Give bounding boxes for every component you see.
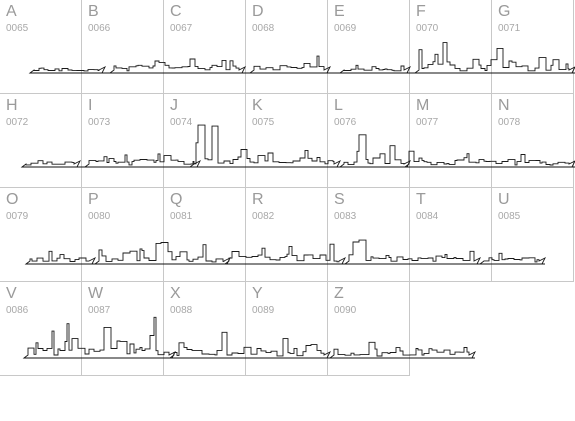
glyph-cell-n[interactable]: N 0078 xyxy=(492,94,574,188)
glyph-letter: H xyxy=(6,97,18,114)
glyph-code: 0078 xyxy=(498,117,521,128)
glyph-letter: T xyxy=(416,191,426,208)
glyph-code: 0070 xyxy=(416,23,439,34)
glyph-cell-d[interactable]: D 0068 xyxy=(246,0,328,94)
glyph-letter: Q xyxy=(170,191,183,208)
glyph-letter: K xyxy=(252,97,263,114)
glyph-letter: F xyxy=(416,3,426,20)
glyph-cell-e[interactable]: E 0069 xyxy=(328,0,410,94)
glyph-cell-s[interactable]: S 0083 xyxy=(328,188,410,282)
glyph-cell-b[interactable]: B 0066 xyxy=(82,0,164,94)
glyph-code: 0088 xyxy=(170,305,193,316)
glyph-cell-h[interactable]: H 0072 xyxy=(0,94,82,188)
glyph-code: 0086 xyxy=(6,305,29,316)
glyph-code: 0077 xyxy=(416,117,439,128)
glyph-code: 0074 xyxy=(170,117,193,128)
glyph-letter: A xyxy=(6,3,17,20)
glyph-cell-o[interactable]: O 0079 xyxy=(0,188,82,282)
glyph-code: 0080 xyxy=(88,211,111,222)
glyph-code: 0071 xyxy=(498,23,521,34)
glyph-code: 0089 xyxy=(252,305,275,316)
glyph-letter: J xyxy=(170,97,178,114)
glyph-letter: O xyxy=(6,191,19,208)
glyph-code: 0090 xyxy=(334,305,357,316)
glyph-letter: W xyxy=(88,285,104,302)
glyph-code: 0079 xyxy=(6,211,29,222)
glyph-letter: D xyxy=(252,3,264,20)
glyph-code: 0082 xyxy=(252,211,275,222)
glyph-cell-v[interactable]: V 0086 xyxy=(0,282,82,376)
glyph-letter: E xyxy=(334,3,345,20)
glyph-code: 0081 xyxy=(170,211,193,222)
glyph-letter: U xyxy=(498,191,510,208)
glyph-code: 0065 xyxy=(6,23,29,34)
glyph-code: 0068 xyxy=(252,23,275,34)
glyph-cell-w[interactable]: W 0087 xyxy=(82,282,164,376)
glyph-code: 0072 xyxy=(6,117,29,128)
glyph-cell-j[interactable]: J 0074 xyxy=(164,94,246,188)
glyph-letter: C xyxy=(170,3,182,20)
glyph-cell-c[interactable]: C 0067 xyxy=(164,0,246,94)
glyph-cell-g[interactable]: G 0071 xyxy=(492,0,574,94)
glyph-cell-m[interactable]: M 0077 xyxy=(410,94,492,188)
glyph-code: 0067 xyxy=(170,23,193,34)
glyph-letter: G xyxy=(498,3,511,20)
glyph-cell-p[interactable]: P 0080 xyxy=(82,188,164,282)
glyph-letter: I xyxy=(88,97,93,114)
glyph-cell-q[interactable]: Q 0081 xyxy=(164,188,246,282)
glyph-code: 0087 xyxy=(88,305,111,316)
glyph-letter: Y xyxy=(252,285,263,302)
glyph-cell-l[interactable]: L 0076 xyxy=(328,94,410,188)
glyph-code: 0083 xyxy=(334,211,357,222)
glyph-code: 0084 xyxy=(416,211,439,222)
glyph-cell-t[interactable]: T 0084 xyxy=(410,188,492,282)
glyph-code: 0075 xyxy=(252,117,275,128)
glyph-code: 0085 xyxy=(498,211,521,222)
glyph-letter: Z xyxy=(334,285,344,302)
glyph-cell-f[interactable]: F 0070 xyxy=(410,0,492,94)
glyph-letter: S xyxy=(334,191,345,208)
glyph-cell-a[interactable]: A 0065 xyxy=(0,0,82,94)
glyph-letter: B xyxy=(88,3,99,20)
glyph-cell-y[interactable]: Y 0089 xyxy=(246,282,328,376)
glyph-code: 0069 xyxy=(334,23,357,34)
glyph-letter: V xyxy=(6,285,17,302)
glyph-cell-i[interactable]: I 0073 xyxy=(82,94,164,188)
glyph-letter: N xyxy=(498,97,510,114)
glyph-letter: R xyxy=(252,191,264,208)
glyph-letter: X xyxy=(170,285,181,302)
glyph-cell-r[interactable]: R 0082 xyxy=(246,188,328,282)
glyph-cell-z[interactable]: Z 0090 xyxy=(328,282,410,376)
glyph-letter: P xyxy=(88,191,99,208)
glyph-code: 0076 xyxy=(334,117,357,128)
glyph-code: 0066 xyxy=(88,23,111,34)
glyph-cell-u[interactable]: U 0085 xyxy=(492,188,574,282)
glyph-letter: M xyxy=(416,97,430,114)
glyph-code: 0073 xyxy=(88,117,111,128)
glyph-letter: L xyxy=(334,97,343,114)
glyph-cell-k[interactable]: K 0075 xyxy=(246,94,328,188)
glyph-cell-x[interactable]: X 0088 xyxy=(164,282,246,376)
